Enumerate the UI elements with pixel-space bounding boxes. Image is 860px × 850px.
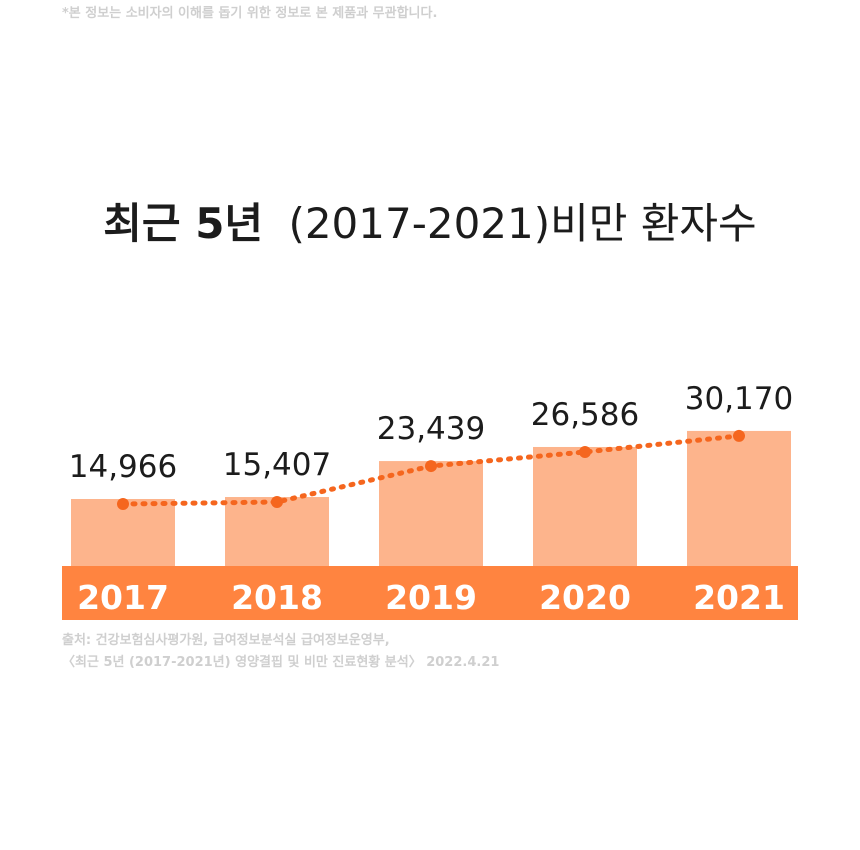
value-label-2020: 26,586: [531, 397, 639, 433]
year-label-2018: 2018: [231, 578, 323, 617]
source-line-2: 〈최근 5년 (2017-2021년) 영양결핍 및 비만 진료현황 분석〉 2…: [62, 655, 500, 670]
trend-dot-2018: [271, 496, 283, 509]
source-line-1: 출처: 건강보험심사평가원, 급여정보분석실 급여정보운영부,: [62, 633, 390, 648]
year-label-2021: 2021: [693, 578, 785, 617]
bars-group: [71, 430, 791, 566]
year-band: [62, 566, 798, 620]
value-label-2021: 30,170: [685, 381, 793, 417]
bar-2017: [71, 499, 175, 566]
trend-dots-group: [117, 429, 745, 510]
year-labels-group: 2017 2018 2019 2020 2021: [77, 578, 785, 617]
trend-dot-2021: [733, 429, 745, 442]
chart-title-sub: (2017-2021)비만 환자수: [288, 199, 756, 248]
bar-2020: [533, 446, 637, 566]
year-label-2019: 2019: [385, 578, 477, 617]
bar-2018: [225, 497, 329, 566]
trend-dot-2020: [579, 445, 591, 458]
chart-title-main: 최근 5년: [103, 199, 263, 248]
source-citation: 출처: 건강보험심사평가원, 급여정보분석실 급여정보운영부, 〈최근 5년 (…: [62, 630, 499, 674]
value-label-2017: 14,966: [69, 449, 177, 485]
trend-dot-2019: [425, 460, 437, 473]
value-labels-group: 14,966 15,407 23,439 26,586 30,170: [69, 381, 793, 485]
value-label-2018: 15,407: [223, 447, 331, 483]
chart-title: 최근 5년 (2017-2021)비만 환자수: [103, 199, 756, 248]
bar-2021: [687, 430, 791, 566]
trend-dot-2017: [117, 498, 129, 510]
year-label-2017: 2017: [77, 578, 169, 617]
value-label-2019: 23,439: [377, 411, 485, 447]
disclaimer-note: *본 정보는 소비자의 이해를 돕기 위한 정보로 본 제품과 무관합니다.: [62, 6, 438, 21]
bar-2019: [379, 461, 483, 566]
year-label-2020: 2020: [539, 578, 631, 617]
